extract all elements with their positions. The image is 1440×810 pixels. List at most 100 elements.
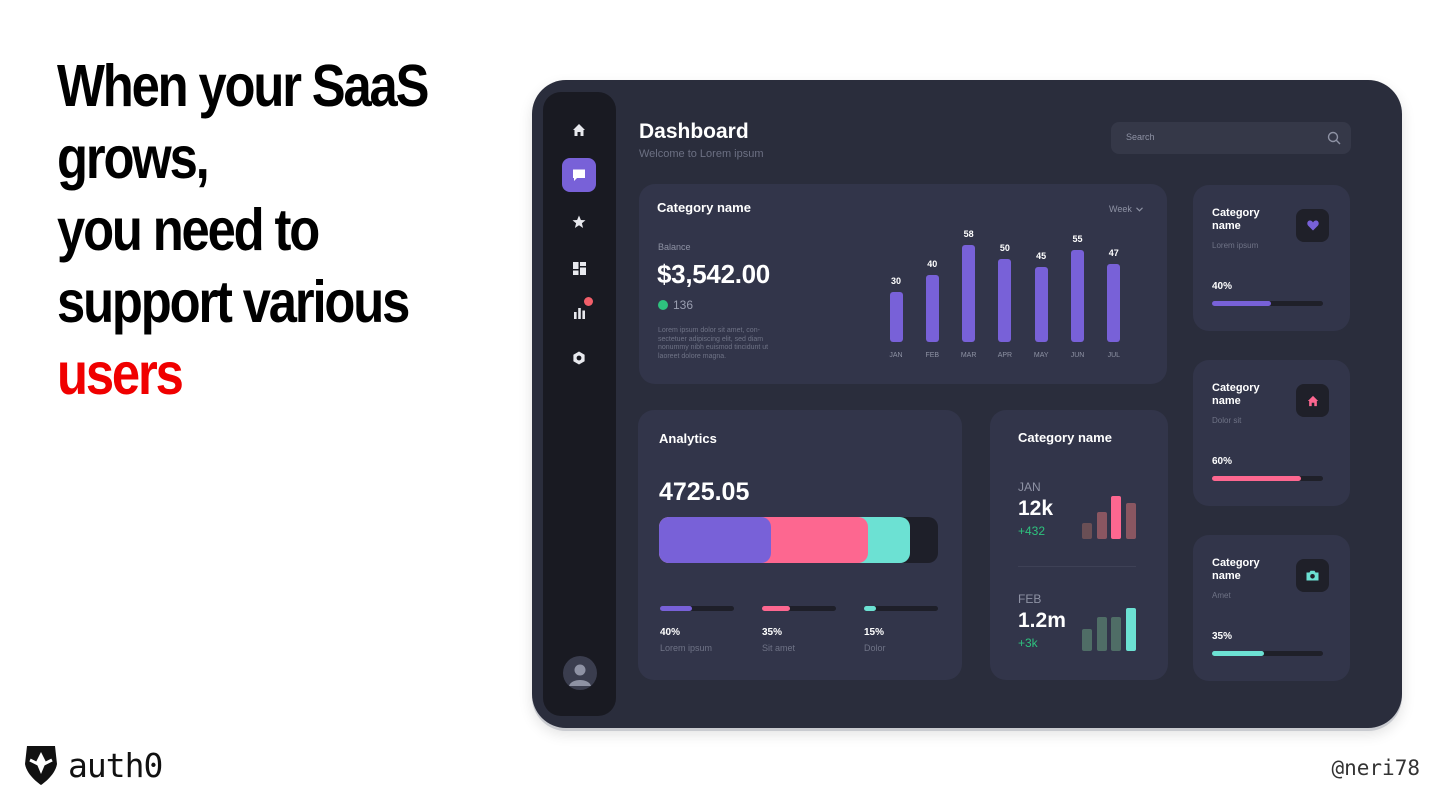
camera-icon bbox=[1306, 570, 1319, 581]
monthly-bar-chart: 30 JAN 40 FEB 58 MAR 50 APR 45 MAY 55 JUN 47 JUL bbox=[884, 224, 1149, 369]
grid-icon bbox=[572, 261, 586, 275]
period-label: Week bbox=[1109, 204, 1132, 214]
chart-tick-label: JAN bbox=[889, 352, 903, 359]
balance-change-value: 136 bbox=[673, 298, 694, 312]
bar-chart-icon bbox=[573, 307, 585, 319]
legend-label: Lorem ipsum bbox=[660, 643, 713, 653]
chart-tick-label: APR bbox=[997, 352, 1013, 359]
mini-chart-bar bbox=[1082, 628, 1092, 651]
side-card-title: Category name bbox=[1212, 382, 1260, 407]
category-card: Category name Week Balance $3,542.00 136… bbox=[639, 184, 1167, 384]
sidebar-item-settings[interactable] bbox=[562, 341, 596, 375]
chart-data-label: 50 bbox=[999, 242, 1010, 253]
chart-bar bbox=[998, 258, 1012, 342]
progress-track bbox=[762, 606, 836, 611]
side-card-percent: 60% bbox=[1212, 456, 1233, 467]
sidebar-item-widgets[interactable] bbox=[562, 251, 596, 285]
chart-bar bbox=[962, 245, 976, 342]
chart-data-label: 40 bbox=[927, 259, 938, 270]
user-avatar[interactable] bbox=[563, 656, 597, 690]
sidebar-item-messages[interactable] bbox=[562, 158, 596, 192]
progress-fill bbox=[1212, 476, 1301, 481]
month-summary-card: Category name JAN 12k +432 FEB 1.2m +3k bbox=[990, 410, 1168, 680]
progress-fill bbox=[660, 606, 692, 611]
progress-track bbox=[1212, 301, 1323, 306]
chart-data-label: 47 bbox=[1108, 247, 1119, 258]
brand-logo: auth0 bbox=[24, 744, 163, 786]
chart-bar bbox=[1107, 263, 1121, 342]
legend-percent: 15% bbox=[864, 627, 885, 638]
author-handle: @neri78 bbox=[1331, 756, 1420, 780]
chart-tick-label: JUL bbox=[1107, 352, 1121, 359]
sidebar-item-stats[interactable] bbox=[562, 295, 596, 329]
side-card-subtitle: Lorem ipsum bbox=[1212, 241, 1259, 250]
progress-fill bbox=[864, 606, 876, 611]
mini-chart-bar bbox=[1096, 617, 1107, 651]
side-card-title: Category name bbox=[1212, 207, 1260, 232]
side-category-card: Category name Amet 35% bbox=[1193, 535, 1350, 681]
progress-fill bbox=[1212, 301, 1272, 306]
sidebar-item-home[interactable] bbox=[562, 113, 596, 147]
legend-label: Dolor bbox=[864, 643, 886, 653]
month-entry: FEB 1.2m +3k bbox=[1018, 592, 1066, 650]
balance-description: Lorem ipsum dolor sit amet, con-sectetue… bbox=[658, 327, 769, 360]
auth0-shield-icon bbox=[25, 746, 57, 785]
month-name: FEB bbox=[1018, 592, 1042, 606]
balance-value: $3,542.00 bbox=[657, 259, 770, 289]
chart-bar bbox=[1071, 250, 1084, 342]
side-card-title: Category name bbox=[1212, 557, 1260, 582]
side-card-icon-button[interactable] bbox=[1296, 559, 1329, 592]
side-card-subtitle: Amet bbox=[1212, 591, 1231, 600]
dashboard-device: Dashboard Welcome to Lorem ipsum Search … bbox=[532, 80, 1402, 728]
headline-accent: users bbox=[57, 341, 184, 407]
chart-data-label: 30 bbox=[890, 276, 902, 286]
sidebar bbox=[543, 92, 616, 716]
side-card-subtitle: Dolor sit bbox=[1212, 416, 1242, 425]
notification-badge bbox=[584, 297, 593, 306]
page-title: Dashboard bbox=[639, 120, 749, 143]
search-input[interactable]: Search bbox=[1111, 122, 1351, 154]
balance-label: Balance bbox=[658, 242, 691, 252]
month-mini-chart bbox=[1082, 606, 1138, 651]
home-icon bbox=[573, 124, 585, 136]
hexagon-icon bbox=[573, 351, 585, 365]
home-icon bbox=[1307, 395, 1318, 406]
month-name: JAN bbox=[1018, 480, 1041, 494]
progress-track bbox=[1212, 476, 1323, 481]
side-card-icon-button[interactable] bbox=[1296, 209, 1329, 242]
side-card-percent: 35% bbox=[1212, 631, 1233, 642]
stacked-bar-segment bbox=[659, 517, 771, 563]
side-card-icon-button[interactable] bbox=[1296, 384, 1329, 417]
chart-tick-label: FEB bbox=[925, 352, 940, 359]
side-card-percent: 40% bbox=[1212, 281, 1233, 292]
heart-icon bbox=[1306, 220, 1319, 231]
month-value: 1.2m bbox=[1018, 609, 1066, 632]
divider bbox=[1018, 566, 1136, 567]
headline-line: When your SaaS bbox=[57, 53, 429, 119]
progress-track bbox=[1212, 651, 1323, 656]
period-dropdown[interactable]: Week bbox=[1109, 204, 1143, 214]
chart-data-label: 55 bbox=[1072, 234, 1083, 245]
chevron-down-icon bbox=[1135, 206, 1143, 212]
month-entry: JAN 12k +432 bbox=[1018, 480, 1053, 538]
search-icon[interactable] bbox=[1327, 131, 1341, 145]
analytics-card: Analytics 4725.05 40% Lorem ipsum 35% Sit a… bbox=[638, 410, 962, 680]
balance-change: 136 bbox=[658, 298, 693, 312]
analytics-stacked-bar bbox=[659, 517, 938, 563]
headline-line: grows, bbox=[57, 125, 210, 191]
mini-chart-bar bbox=[1125, 503, 1136, 539]
month-mini-chart bbox=[1082, 494, 1138, 539]
category-card-title: Category name bbox=[657, 200, 751, 215]
mini-chart-bar bbox=[1096, 512, 1107, 539]
analytics-legend-item: 15% Dolor bbox=[864, 606, 938, 653]
chat-icon bbox=[573, 169, 585, 181]
sidebar-item-favorites[interactable] bbox=[562, 205, 596, 239]
mini-chart-bar bbox=[1111, 496, 1121, 539]
user-avatar-icon bbox=[569, 664, 591, 686]
star-icon bbox=[572, 215, 586, 228]
mini-chart-bar bbox=[1111, 617, 1121, 651]
progress-track bbox=[660, 606, 734, 611]
mini-chart-bar bbox=[1082, 523, 1092, 539]
headline-line: you need to bbox=[57, 197, 320, 263]
legend-percent: 35% bbox=[762, 627, 783, 638]
